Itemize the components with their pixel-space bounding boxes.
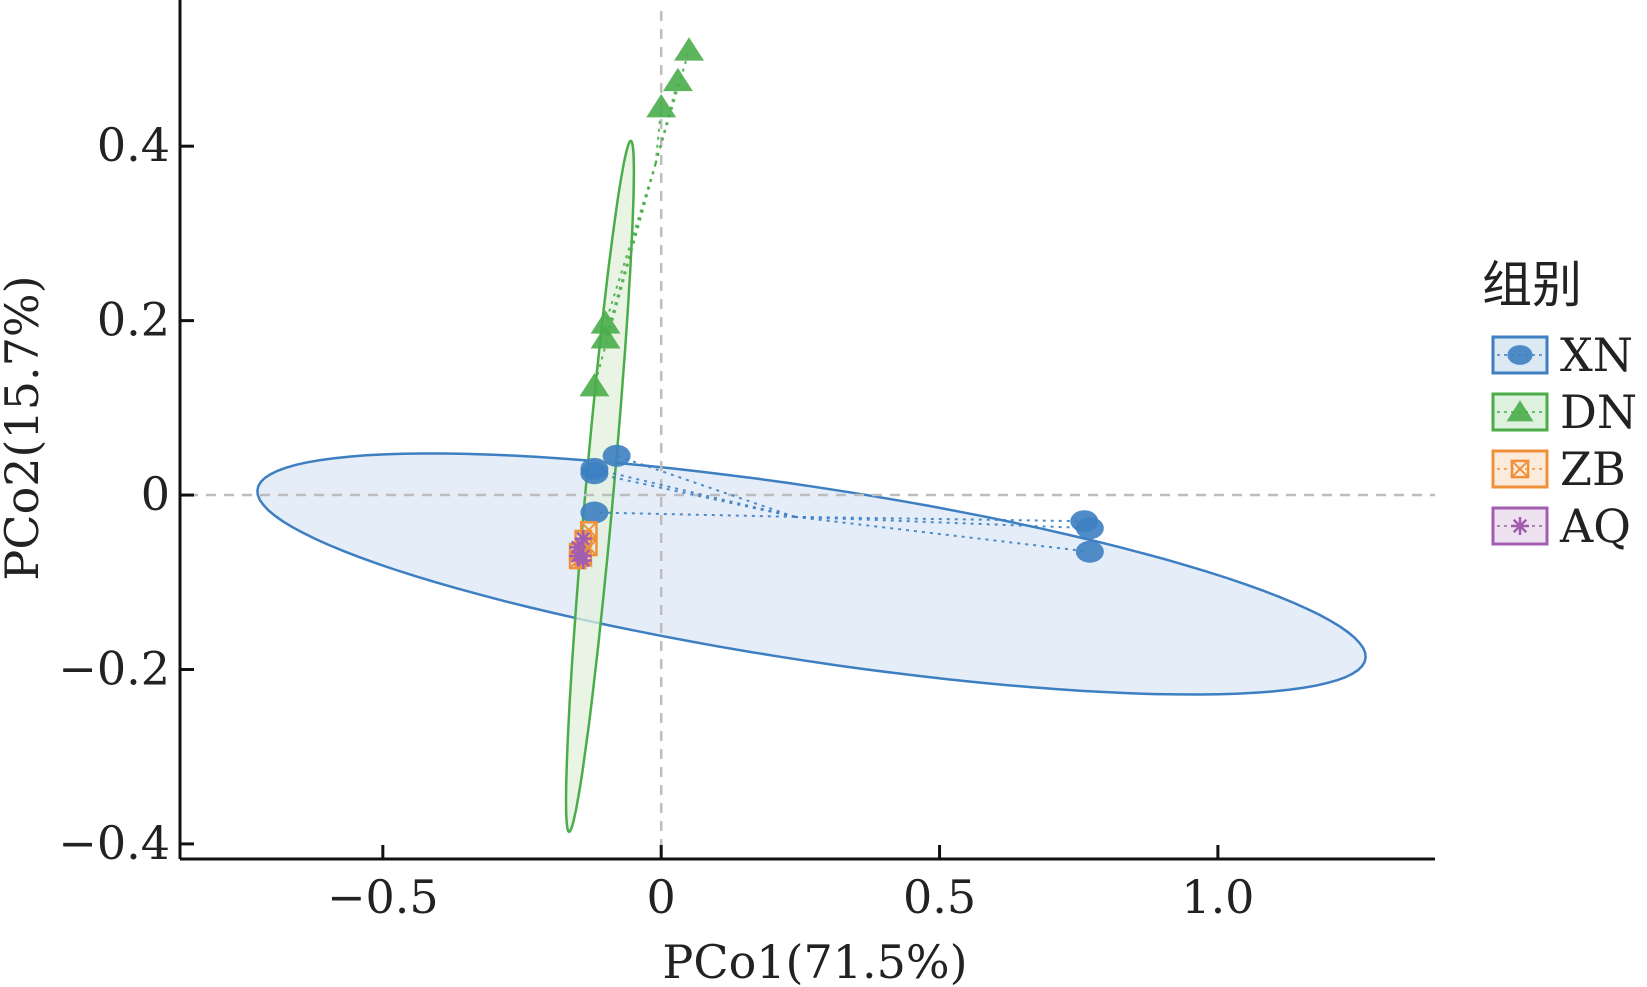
- point-aq: [574, 530, 592, 548]
- x-axis-title: PCo1(71.5%): [662, 935, 967, 987]
- point-dn: [662, 67, 693, 92]
- y-tick-label: 0.4: [97, 118, 170, 172]
- point-dn: [579, 373, 610, 397]
- connector-xn: [794, 515, 1090, 530]
- connector-xn: [594, 472, 796, 518]
- y-axis-title: PCo2(15.7%): [0, 275, 49, 580]
- centroid-connectors: [576, 49, 1090, 562]
- legend-entry-dn: DN: [1491, 385, 1637, 439]
- point-xn: [602, 444, 631, 467]
- connector-xn: [794, 515, 1085, 523]
- point-dn: [590, 325, 621, 349]
- legend-entry-xn: XN: [1491, 328, 1633, 382]
- point-dn: [646, 93, 677, 118]
- connector-xn: [594, 511, 795, 518]
- x-tick-label: −0.5: [327, 870, 439, 924]
- y-tick-label: 0.2: [97, 293, 170, 347]
- connector-dn: [654, 106, 663, 164]
- legend-marker-aq: [1511, 517, 1529, 535]
- x-tick-label: 1.0: [1181, 870, 1254, 924]
- legend-label: ZB: [1560, 442, 1626, 496]
- legend-marker-dn: [1506, 400, 1534, 422]
- data-points: [568, 37, 1104, 570]
- y-tick-label: −0.2: [58, 641, 170, 695]
- point-aq: [569, 538, 587, 556]
- point-xn: [1075, 540, 1104, 563]
- point-xn: [1075, 517, 1104, 540]
- point-xn: [580, 462, 609, 485]
- confidence-ellipses: [256, 139, 1367, 834]
- legend-label: AQ: [1559, 499, 1631, 553]
- legend-marker-zb: [1510, 459, 1530, 479]
- ellipse-xn: [256, 452, 1367, 696]
- legend-marker-xn: [1507, 345, 1533, 365]
- legend-title: 组别: [1482, 256, 1582, 314]
- y-tick-label: 0: [141, 467, 170, 521]
- legend-label: XN: [1560, 328, 1633, 382]
- reference-lines: [188, 11, 1435, 857]
- legend-entry-zb: ZB: [1491, 442, 1626, 496]
- legend-entry-aq: AQ: [1491, 499, 1631, 553]
- point-aq: [574, 551, 592, 569]
- point-xn: [580, 501, 609, 524]
- connector-dn: [593, 163, 657, 387]
- axes: −0.5 0 0.5 1.0 0.4 0.2 0 −0.2 −0.4: [58, 0, 1435, 924]
- x-tick-label: 0.5: [903, 870, 976, 924]
- ellipse-dn: [564, 139, 636, 834]
- connector-dn: [654, 49, 690, 164]
- connector-xn: [794, 515, 1090, 553]
- point-dn: [590, 310, 621, 334]
- y-tick-label: −0.4: [58, 816, 170, 870]
- point-dn: [674, 37, 704, 61]
- legend-label: DN: [1560, 385, 1637, 439]
- connector-dn: [654, 80, 679, 164]
- x-tick-label: 0: [647, 870, 676, 924]
